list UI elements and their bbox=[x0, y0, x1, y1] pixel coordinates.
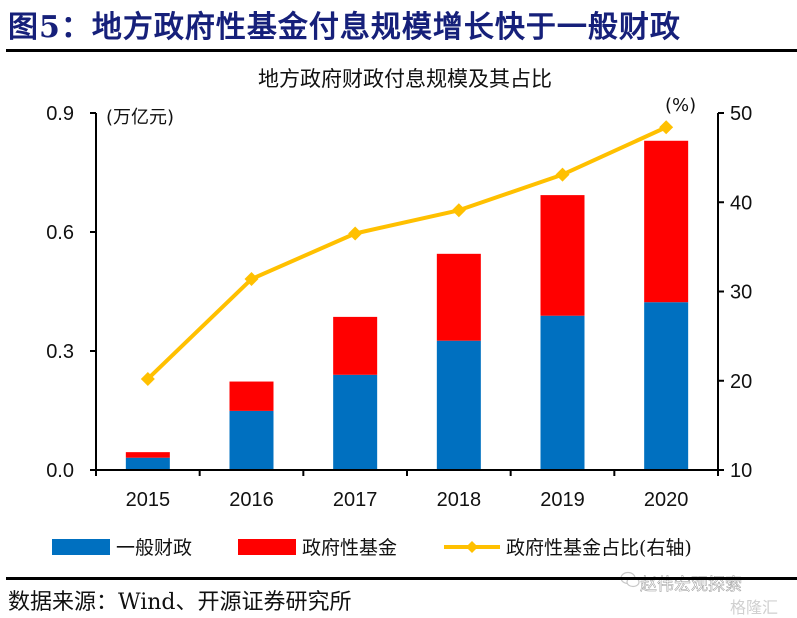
bar-gov-fund-2019 bbox=[540, 195, 585, 316]
line-marker-2020 bbox=[659, 120, 674, 135]
watermark-logo: 格隆汇 bbox=[730, 598, 779, 617]
line-marker-2015 bbox=[140, 371, 155, 386]
right-tick-label: 30 bbox=[730, 282, 752, 304]
left-tick-label: 0.3 bbox=[46, 341, 74, 363]
x-tick-label: 2017 bbox=[333, 489, 378, 511]
x-tick-label: 2016 bbox=[229, 489, 274, 511]
bar-gov-fund-2016 bbox=[229, 381, 274, 411]
x-tick-label: 2015 bbox=[126, 489, 171, 511]
bar-general-budget-2016 bbox=[229, 410, 274, 470]
bar-general-budget-2019 bbox=[540, 315, 585, 470]
legend-marker-diamond bbox=[466, 541, 478, 553]
watermark-text: 赵伟宏观探索 bbox=[640, 575, 743, 596]
right-tick-label: 50 bbox=[730, 103, 752, 125]
line-marker-2016 bbox=[244, 272, 259, 287]
right-tick-label: 20 bbox=[730, 371, 752, 393]
bar-gov-fund-2017 bbox=[333, 316, 378, 375]
legend-label-gov-fund-share: 政府性基金占比(右轴) bbox=[506, 537, 692, 559]
source-note: 数据来源：Wind、开源证券研究所 bbox=[8, 590, 352, 615]
right-tick-label: 10 bbox=[730, 460, 752, 482]
chart-title: 地方政府财政付息规模及其占比 bbox=[258, 67, 552, 91]
bar-general-budget-2017 bbox=[333, 374, 378, 470]
figure-title: 图5：地方政府性基金付息规模增长快于一般财政 bbox=[8, 10, 681, 45]
right-axis-unit: (%) bbox=[665, 95, 696, 116]
wechat-icon bbox=[620, 571, 640, 588]
top-rule bbox=[6, 49, 797, 52]
bar-gov-fund-2015 bbox=[125, 452, 170, 458]
legend-label-gov-fund: 政府性基金 bbox=[302, 537, 397, 559]
legend-swatch-gov-fund bbox=[238, 539, 296, 555]
left-tick-label: 0.6 bbox=[46, 222, 74, 244]
x-tick-label: 2018 bbox=[437, 489, 482, 511]
right-tick-label: 40 bbox=[730, 192, 752, 214]
bottom-rule bbox=[6, 577, 797, 580]
left-tick-label: 0.9 bbox=[46, 103, 74, 125]
bar-gov-fund-2020 bbox=[644, 140, 689, 303]
left-axis-unit: (万亿元) bbox=[106, 107, 174, 128]
bar-gov-fund-2018 bbox=[436, 253, 481, 341]
bar-general-budget-2015 bbox=[125, 457, 170, 470]
x-tick-label: 2019 bbox=[540, 489, 585, 511]
legend-swatch-general-budget bbox=[52, 539, 110, 555]
legend-label-general-budget: 一般财政 bbox=[116, 537, 192, 559]
bar-general-budget-2018 bbox=[436, 340, 481, 470]
line-gov-fund-share bbox=[146, 125, 667, 381]
line-marker-2017 bbox=[348, 226, 363, 241]
x-tick-label: 2020 bbox=[644, 489, 689, 511]
bar-general-budget-2020 bbox=[644, 302, 689, 470]
chart: 地方政府财政付息规模及其占比 (万亿元) (%) 0.0 0.3 0.6 0.9 10 2… bbox=[46, 67, 752, 559]
left-tick-label: 0.0 bbox=[46, 460, 74, 482]
line-marker-2018 bbox=[451, 203, 466, 218]
line-marker-2019 bbox=[555, 167, 570, 182]
